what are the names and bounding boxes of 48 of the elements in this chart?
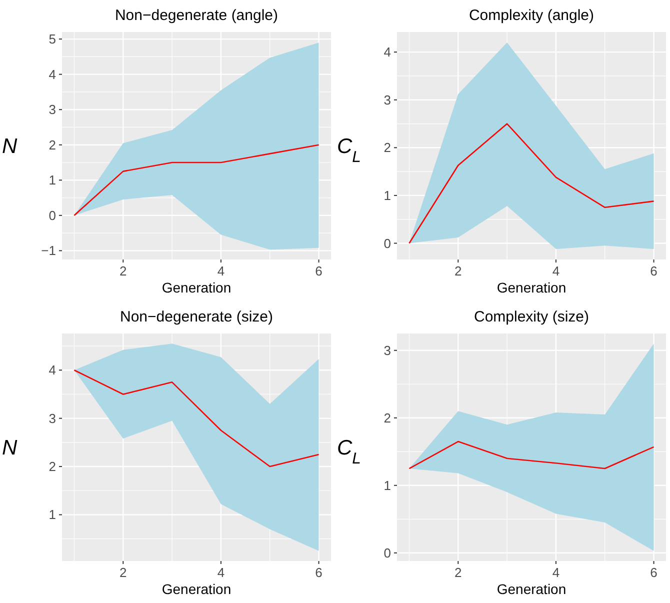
line-series <box>408 123 654 244</box>
y-tick-label: 0 <box>48 208 56 223</box>
x-tick-label: 4 <box>552 264 560 278</box>
x-tick-label: 2 <box>454 264 462 278</box>
x-axis-title: Generation <box>162 581 232 597</box>
y-axis-title: C$_{L}$ <box>337 134 361 166</box>
x-tick-label: 6 <box>650 565 658 580</box>
x-tick-label: 6 <box>315 565 322 580</box>
y-tick-label: 3 <box>48 410 56 426</box>
x-axis-title: Generation <box>162 280 232 296</box>
y-tick-label: 1 <box>384 478 391 493</box>
y-tick-label: −1 <box>41 243 56 258</box>
y-tick-label: 2 <box>48 137 56 152</box>
chart-title: Non−degenerate (size) <box>120 308 274 326</box>
chart-title: Non−degenerate (angle) <box>114 7 278 24</box>
x-tick-label: 6 <box>650 264 658 278</box>
x-tick-label: 4 <box>217 264 225 278</box>
y-tick-label: 4 <box>48 66 56 82</box>
y-axis-title: N <box>2 436 18 460</box>
y-tick-label: 3 <box>48 102 56 118</box>
y-tick-label: 1 <box>48 172 56 188</box>
x-tick-label: 2 <box>120 264 127 278</box>
x-axis-title: Generation <box>496 280 566 296</box>
y-tick-label: 1 <box>384 188 391 203</box>
y-tick-label: 0 <box>384 236 391 251</box>
line-series <box>74 369 320 468</box>
x-tick-label: 2 <box>454 565 462 580</box>
y-tick-label: 0 <box>384 545 391 560</box>
y-tick-label: 4 <box>384 44 391 60</box>
y-tick-label: 1 <box>48 507 56 522</box>
chart-title: Complexity (size) <box>474 308 590 326</box>
y-axis-title: N <box>2 134 18 158</box>
chart-title: Complexity (angle) <box>468 7 594 24</box>
line-series <box>74 144 320 216</box>
x-axis-title: Generation <box>496 581 566 597</box>
line-series <box>408 440 654 470</box>
y-axis-title: C$_{L}$ <box>337 436 361 467</box>
y-tick-label: 2 <box>384 410 391 426</box>
y-tick-label: 4 <box>48 362 56 378</box>
y-tick-label: 5 <box>48 32 56 47</box>
y-tick-label: 2 <box>384 140 391 156</box>
y-tick-label: 3 <box>384 342 391 358</box>
x-tick-label: 6 <box>315 264 322 278</box>
x-tick-label: 4 <box>217 565 225 580</box>
x-tick-label: 4 <box>552 565 560 580</box>
y-tick-label: 2 <box>48 459 56 474</box>
x-tick-label: 2 <box>120 565 127 580</box>
y-tick-label: 3 <box>384 92 391 108</box>
